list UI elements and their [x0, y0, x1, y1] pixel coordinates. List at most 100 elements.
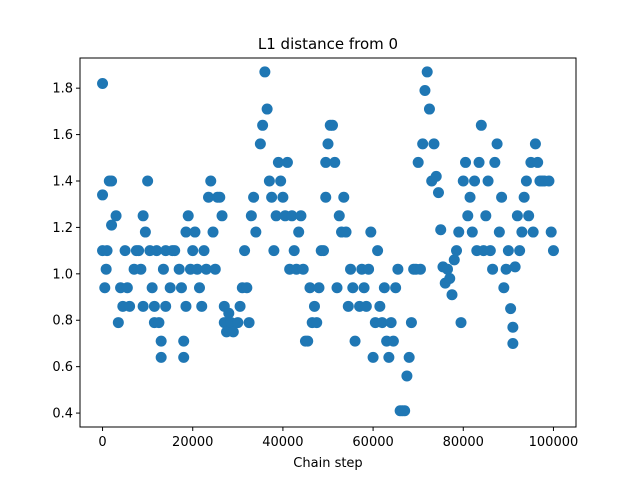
- data-point: [297, 263, 309, 275]
- data-point: [164, 282, 176, 294]
- data-point: [275, 175, 287, 187]
- chart-title: L1 distance from 0: [258, 35, 398, 53]
- data-point: [180, 226, 192, 238]
- y-tick-label: 1.0: [52, 267, 73, 282]
- data-point: [502, 245, 514, 257]
- data-point: [453, 226, 465, 238]
- data-point: [511, 210, 523, 222]
- data-point: [360, 300, 372, 312]
- data-point: [505, 303, 517, 315]
- data-point: [153, 317, 165, 329]
- data-point: [182, 210, 194, 222]
- data-point: [448, 254, 460, 266]
- data-point: [498, 282, 510, 294]
- y-tick-label: 1.8: [52, 82, 73, 97]
- data-point: [516, 226, 528, 238]
- data-point: [106, 219, 118, 231]
- data-point: [489, 156, 501, 168]
- data-point: [329, 156, 341, 168]
- data-point: [270, 210, 282, 222]
- data-point: [99, 282, 111, 294]
- data-point: [405, 317, 417, 329]
- data-point: [421, 66, 433, 78]
- x-tick-label: 0: [98, 435, 106, 450]
- y-tick-label: 0.4: [52, 407, 73, 422]
- data-point: [254, 138, 266, 150]
- data-point: [137, 210, 149, 222]
- data-point: [543, 175, 555, 187]
- data-point: [178, 351, 190, 363]
- data-point: [372, 245, 384, 257]
- data-point: [376, 317, 388, 329]
- data-point: [313, 282, 325, 294]
- y-tick-label: 1.4: [52, 175, 73, 190]
- data-point: [286, 210, 298, 222]
- data-point: [121, 282, 133, 294]
- data-point: [157, 263, 169, 275]
- data-point: [545, 226, 557, 238]
- x-axis: 0 20000 40000 60000 80000 100000: [98, 427, 578, 450]
- data-point: [146, 282, 158, 294]
- x-tick-label: 100000: [529, 435, 579, 450]
- data-point: [358, 282, 370, 294]
- data-point: [387, 335, 399, 347]
- data-point: [239, 245, 251, 257]
- data-point: [367, 351, 379, 363]
- data-point: [363, 263, 375, 275]
- data-point: [430, 170, 442, 182]
- y-tick-label: 0.6: [52, 360, 73, 375]
- data-point: [308, 300, 320, 312]
- data-point: [205, 175, 217, 187]
- data-point: [473, 156, 485, 168]
- x-axis-label: Chain step: [293, 456, 362, 471]
- data-point: [460, 156, 472, 168]
- data-point: [139, 226, 151, 238]
- data-point: [464, 191, 476, 203]
- data-point: [342, 300, 354, 312]
- data-point: [435, 224, 447, 236]
- data-point: [293, 226, 305, 238]
- data-point: [378, 282, 390, 294]
- data-point: [207, 226, 219, 238]
- data-point: [507, 337, 519, 349]
- data-point: [462, 210, 474, 222]
- data-point: [295, 210, 307, 222]
- data-point: [200, 263, 212, 275]
- data-point: [97, 189, 109, 201]
- data-point: [250, 226, 262, 238]
- data-point: [214, 191, 226, 203]
- data-point: [198, 245, 210, 257]
- data-point: [484, 245, 496, 257]
- x-tick-label: 80000: [443, 435, 484, 450]
- data-point: [304, 282, 316, 294]
- data-point: [191, 263, 203, 275]
- data-point: [493, 226, 505, 238]
- data-point: [169, 245, 181, 257]
- data-point: [160, 300, 172, 312]
- data-point: [151, 245, 163, 257]
- y-axis: 0.4 0.6 0.8 1.0 1.2 1.4 1.6 1.8: [52, 82, 80, 422]
- plot-frame: [79, 57, 577, 428]
- y-tick-label: 0.8: [52, 314, 73, 329]
- data-point: [97, 78, 109, 90]
- data-point: [302, 335, 314, 347]
- data-point: [527, 226, 539, 238]
- x-tick-label: 20000: [172, 435, 213, 450]
- data-point: [193, 282, 205, 294]
- data-point: [155, 335, 167, 347]
- data-point: [374, 300, 386, 312]
- data-point: [133, 245, 145, 257]
- data-point: [112, 317, 124, 329]
- data-point: [401, 370, 413, 382]
- data-point: [500, 263, 512, 275]
- data-point: [365, 226, 377, 238]
- data-point: [234, 300, 246, 312]
- data-point: [480, 210, 492, 222]
- data-point: [241, 282, 253, 294]
- data-point: [178, 335, 190, 347]
- data-point: [189, 226, 201, 238]
- data-point: [124, 300, 136, 312]
- data-point: [419, 84, 431, 96]
- data-point: [428, 138, 440, 150]
